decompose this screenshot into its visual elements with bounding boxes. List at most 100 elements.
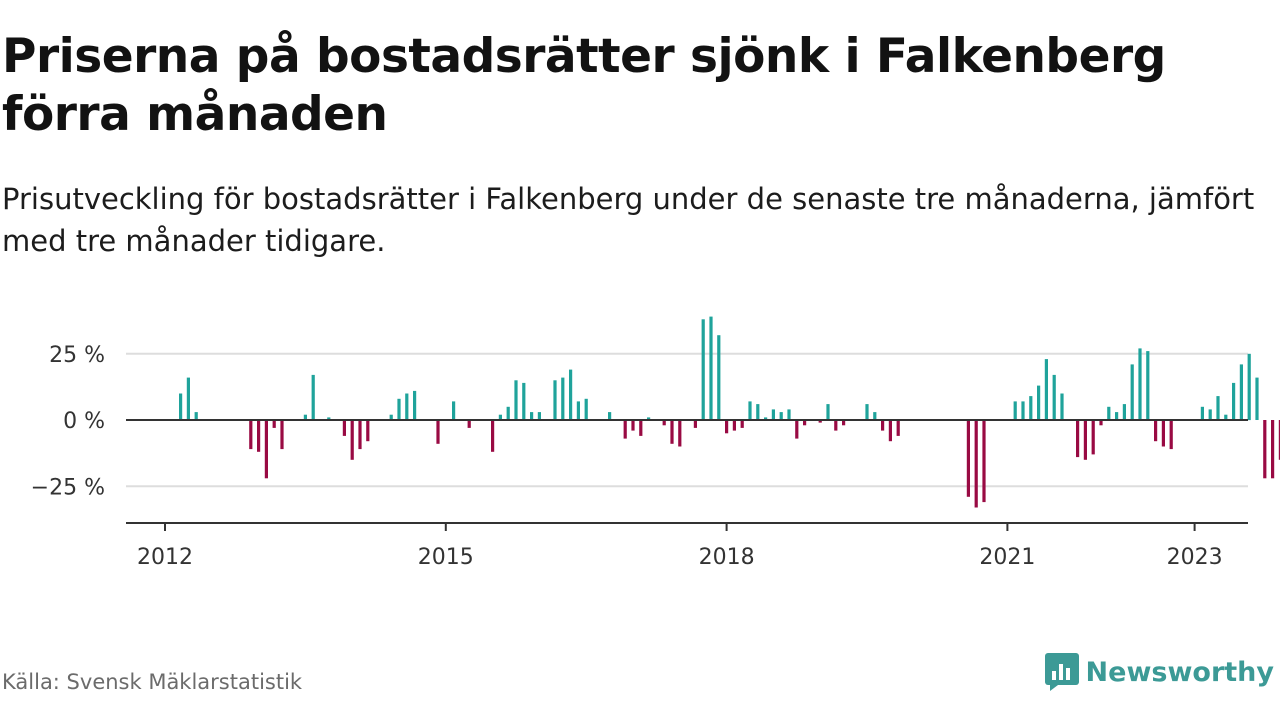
bar (1083, 420, 1087, 460)
bar (693, 420, 697, 428)
bar (1255, 377, 1259, 420)
bar (818, 420, 822, 423)
bar (740, 420, 744, 428)
bar (358, 420, 362, 450)
y-tick-label: −25 % (31, 475, 105, 500)
bar (1037, 385, 1041, 420)
bar (1052, 374, 1056, 420)
brand-name: Newsworthy (1085, 656, 1274, 688)
newsworthy-logo-icon (1044, 653, 1079, 691)
bar (670, 420, 674, 444)
bar (842, 420, 846, 426)
bar (826, 404, 830, 420)
bar (1161, 420, 1165, 447)
chart-title: Priserna på bostadsrätter sjönk i Falken… (2, 29, 1166, 142)
x-tick-label: 2023 (1167, 545, 1223, 570)
bar (1138, 348, 1142, 420)
bar (896, 420, 900, 436)
bar (1200, 406, 1204, 421)
bar (1021, 401, 1025, 420)
bar (881, 420, 885, 431)
bar (1208, 409, 1212, 420)
bar (303, 414, 307, 420)
bar (1263, 420, 1267, 479)
bar (1247, 353, 1251, 421)
bar (748, 401, 752, 420)
bar (1232, 382, 1236, 420)
bar (756, 404, 760, 420)
bar (576, 401, 580, 420)
bar (623, 420, 627, 439)
x-tick-label: 2021 (979, 545, 1035, 570)
bar (1091, 420, 1095, 455)
axes (126, 419, 1248, 531)
bar (982, 420, 986, 503)
bar (413, 390, 417, 420)
bar (1154, 420, 1158, 442)
bars (179, 316, 1280, 508)
bar (725, 420, 729, 434)
bar (709, 316, 713, 420)
bar (803, 420, 807, 426)
brand-logo[interactable]: Newsworthy (1044, 652, 1274, 692)
y-tick-label: 25 % (49, 343, 105, 368)
bar (873, 412, 877, 420)
bar (249, 420, 253, 450)
bar (327, 417, 331, 420)
bar (569, 369, 573, 420)
bar (1224, 414, 1228, 420)
bar (1044, 359, 1048, 420)
bar (584, 398, 588, 420)
bar (795, 420, 799, 439)
bar (405, 393, 409, 420)
source-note: Källa: Svensk Mäklarstatistik (2, 670, 303, 694)
bar (1169, 420, 1173, 450)
bar (1060, 393, 1064, 420)
bar (436, 420, 440, 444)
bar (1115, 412, 1119, 420)
bar (186, 377, 190, 420)
bar (888, 420, 892, 442)
bar (865, 404, 869, 420)
bar (1271, 420, 1275, 479)
bar (179, 393, 183, 420)
bar (194, 412, 198, 420)
bar (1107, 406, 1111, 421)
x-tick-label: 2015 (418, 545, 474, 570)
bar (1146, 351, 1150, 420)
bar (397, 398, 401, 420)
bar (764, 417, 768, 420)
bar (608, 412, 612, 420)
bar (1239, 364, 1243, 420)
bar (1076, 420, 1080, 458)
bar (974, 420, 978, 508)
bar (561, 377, 565, 420)
bar (1130, 364, 1134, 420)
bar (491, 420, 495, 452)
grid-lines (126, 352, 1248, 488)
x-tick-label: 2018 (699, 545, 755, 570)
bar (1278, 420, 1280, 460)
bar (701, 319, 705, 420)
bar (717, 335, 721, 420)
bar (771, 409, 775, 420)
bar (280, 420, 284, 450)
bar (498, 414, 502, 420)
y-tick-label: 0 % (63, 409, 105, 434)
bar (389, 414, 393, 420)
bar (631, 420, 635, 431)
bar (787, 409, 791, 420)
bar (342, 420, 346, 436)
bar (467, 420, 471, 428)
bar (257, 420, 261, 452)
bar (647, 417, 651, 420)
bar (1099, 420, 1103, 426)
bar (264, 420, 268, 479)
bar (311, 374, 315, 420)
bar (662, 420, 666, 426)
bar (639, 420, 643, 436)
bar (522, 382, 526, 420)
bar (834, 420, 838, 431)
